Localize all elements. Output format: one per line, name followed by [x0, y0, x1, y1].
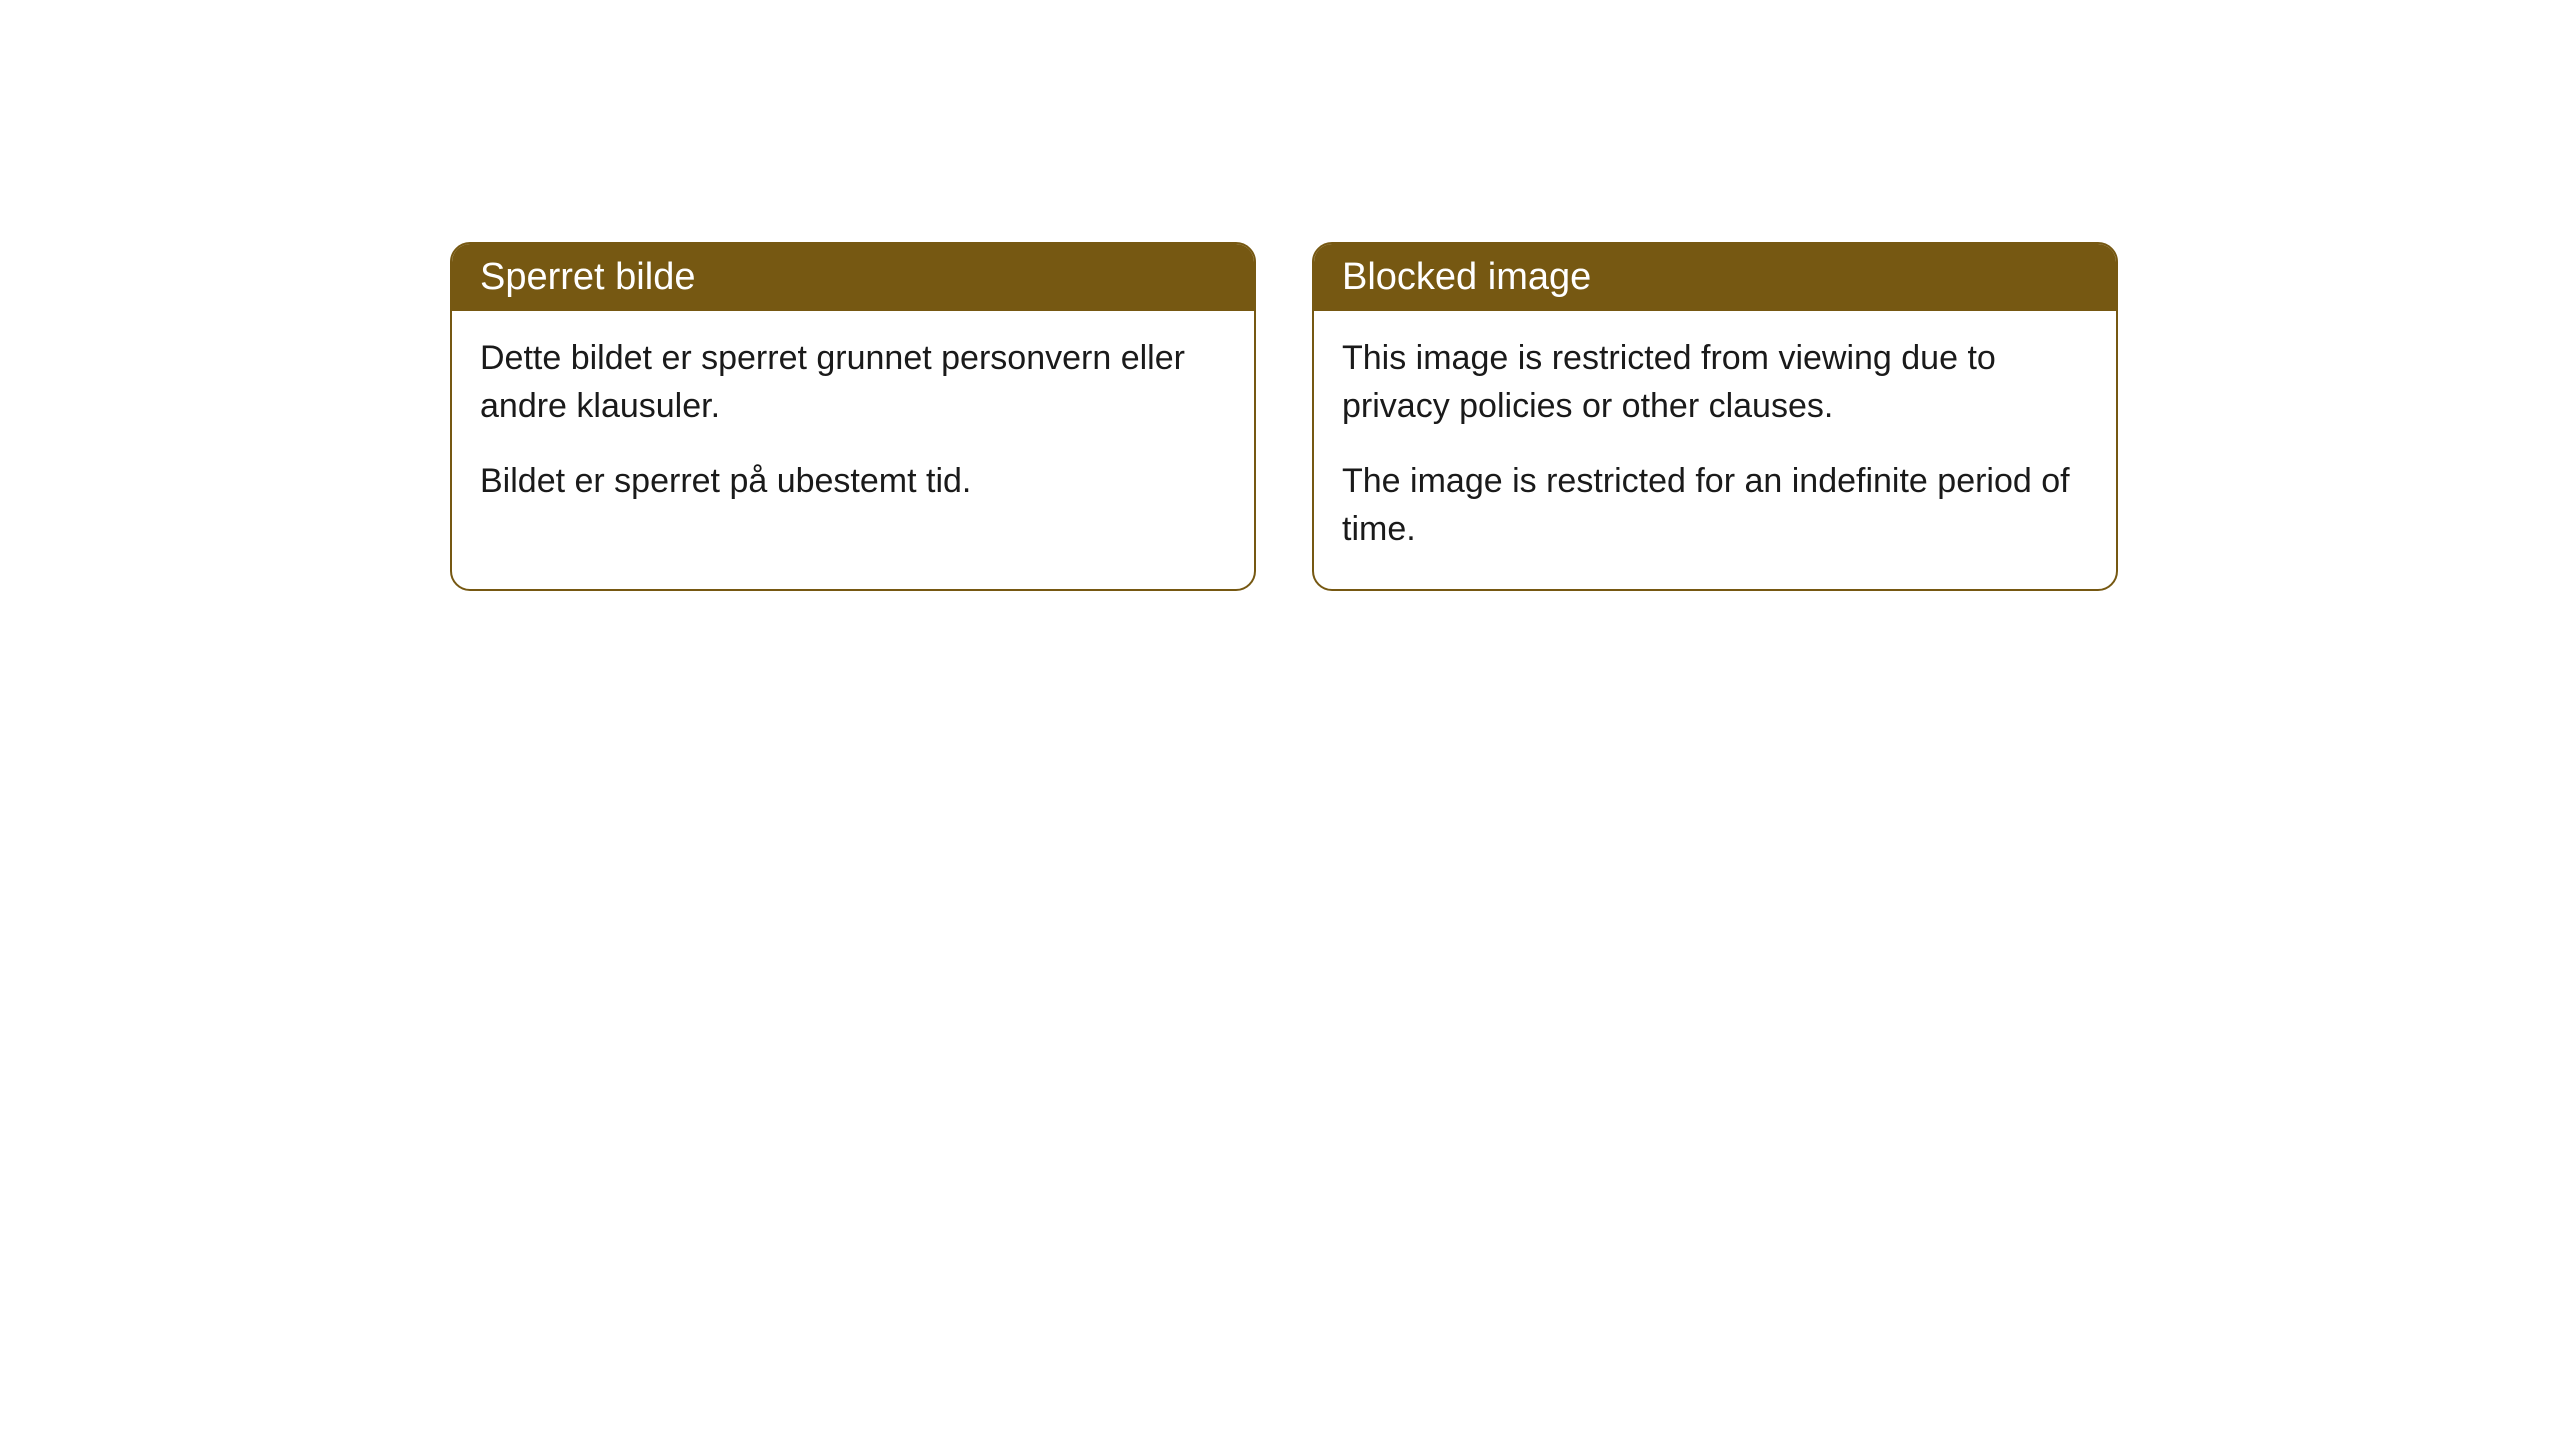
card-body: Dette bildet er sperret grunnet personve… — [452, 311, 1254, 542]
card-title: Sperret bilde — [480, 256, 695, 298]
card-paragraph: The image is restricted for an indefinit… — [1342, 458, 2088, 553]
card-paragraph: Dette bildet er sperret grunnet personve… — [480, 335, 1226, 430]
card-body: This image is restricted from viewing du… — [1314, 311, 2116, 589]
card-title: Blocked image — [1342, 256, 1591, 298]
card-paragraph: This image is restricted from viewing du… — [1342, 335, 2088, 430]
card-header: Sperret bilde — [452, 244, 1254, 311]
blocked-image-card-norwegian: Sperret bilde Dette bildet er sperret gr… — [450, 242, 1256, 591]
blocked-image-card-english: Blocked image This image is restricted f… — [1312, 242, 2118, 591]
notice-cards-container: Sperret bilde Dette bildet er sperret gr… — [450, 242, 2118, 591]
card-header: Blocked image — [1314, 244, 2116, 311]
card-paragraph: Bildet er sperret på ubestemt tid. — [480, 458, 1226, 506]
